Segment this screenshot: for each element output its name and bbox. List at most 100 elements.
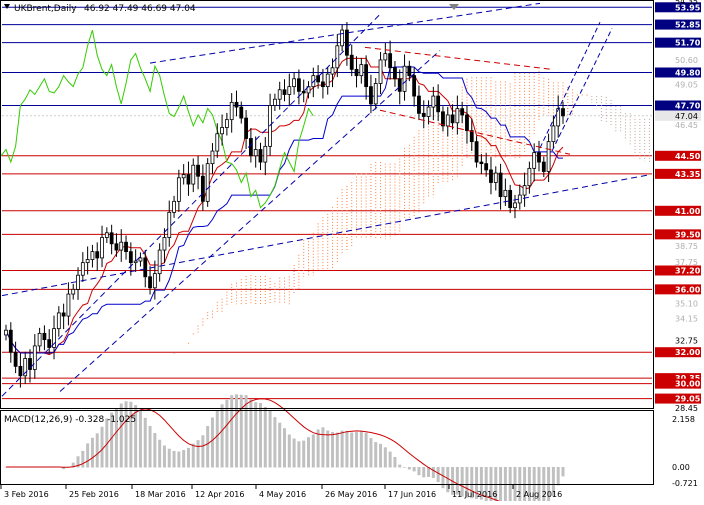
- scroll-marker-icon[interactable]: [449, 4, 459, 10]
- last-price-label: 47.04: [675, 112, 698, 121]
- key-level-tag: [655, 168, 701, 179]
- candle-body: [157, 249, 162, 275]
- candle-body: [388, 53, 393, 69]
- candle-body: [152, 273, 157, 289]
- macd-bar: [234, 394, 238, 468]
- candle-body: [104, 232, 109, 238]
- candle-body: [498, 172, 503, 198]
- macd-bar: [138, 410, 142, 468]
- macd-bar: [316, 429, 320, 468]
- candle-body: [316, 75, 321, 83]
- candle-body: [128, 251, 133, 264]
- macd-bar: [239, 394, 243, 468]
- candle-body: [66, 293, 71, 317]
- macd-bar: [307, 437, 311, 468]
- tenkan-line: [5, 57, 564, 356]
- candle-body: [263, 145, 268, 163]
- macd-bar: [470, 466, 474, 499]
- candle-body: [42, 332, 47, 341]
- symbol-dropdown-icon[interactable]: [4, 4, 10, 9]
- key-level-tag: [655, 100, 701, 111]
- macd-bar: [143, 417, 147, 468]
- candle-body: [18, 365, 23, 377]
- candle-body: [220, 127, 224, 135]
- macd-bar: [407, 466, 411, 470]
- macd-bar: [364, 432, 368, 468]
- faint-level-label: 50.60: [675, 56, 698, 65]
- candle-body: [114, 243, 119, 251]
- candle-body: [441, 111, 445, 127]
- date-label: 3 Feb 2016: [4, 490, 49, 499]
- candle-body: [383, 53, 388, 61]
- candle-body: [109, 232, 114, 245]
- rising-channel-lower: [59, 50, 441, 392]
- candle-body: [167, 211, 172, 238]
- macd-axis-label: 0.00: [672, 463, 690, 472]
- candle-body: [469, 130, 474, 143]
- macd-bar: [162, 445, 166, 468]
- macd-bar: [441, 466, 445, 489]
- macd-bar: [383, 447, 387, 468]
- candle-body: [522, 185, 527, 196]
- macd-bar: [403, 466, 407, 468]
- macd-bar: [523, 466, 527, 505]
- candle-body: [407, 65, 412, 77]
- macd-bar: [547, 466, 551, 504]
- recovery-channel-a: [539, 21, 601, 149]
- macd-bar: [302, 440, 306, 468]
- macd-bar: [359, 431, 363, 468]
- candle-body: [503, 189, 508, 198]
- macd-bar: [340, 430, 344, 468]
- macd-bar: [148, 425, 152, 468]
- candle-body: [445, 114, 450, 127]
- main-pane-frame: [0, 0, 654, 409]
- macd-bar: [129, 401, 133, 468]
- macd-bar: [556, 466, 560, 486]
- macd-bar: [287, 434, 291, 468]
- macd-pane: 2.158 0.00 -0.721: [4, 394, 698, 505]
- candle-body: [210, 150, 215, 165]
- candle-body: [474, 141, 479, 163]
- macd-bar: [508, 466, 512, 505]
- candle-body: [551, 125, 556, 143]
- key-level-label: 39.50: [675, 230, 701, 239]
- macd-bar: [393, 456, 397, 468]
- key-level-tag: [655, 150, 701, 161]
- faint-level-label: 38.75: [675, 242, 698, 251]
- macd-bar: [249, 399, 253, 468]
- macd-label: MACD(12,26,9) -0.328 -1.025: [4, 415, 136, 425]
- candle-body: [546, 141, 551, 172]
- key-level-tag: [655, 67, 701, 78]
- macd-bar: [422, 466, 426, 478]
- macd-bar: [436, 466, 440, 483]
- recovery-channel-b: [551, 28, 613, 152]
- candle-body: [234, 101, 239, 108]
- candle-body: [239, 106, 244, 119]
- date-label: 17 Jun 2016: [388, 490, 436, 499]
- macd-bar: [105, 418, 109, 468]
- macd-bar: [417, 466, 421, 476]
- candle-body: [47, 339, 52, 348]
- symbol-label: UKBrent,Daily: [14, 4, 77, 14]
- macd-bar: [81, 450, 85, 468]
- candle-body: [200, 175, 205, 202]
- ohlc-readout: 46.92 47.49 46.69 47.04: [84, 4, 196, 14]
- date-label: 11 Jul 2016: [452, 490, 497, 499]
- macd-bar: [537, 466, 541, 505]
- candle-body: [297, 78, 301, 92]
- candle-body: [378, 59, 383, 84]
- key-level-label: 30.00: [675, 380, 701, 389]
- candle-body: [292, 78, 297, 88]
- candle-body: [32, 345, 37, 370]
- candle-body: [148, 276, 152, 289]
- macd-bar: [489, 466, 493, 505]
- key-level-label: 44.50: [675, 152, 701, 161]
- key-level-label: 32.00: [675, 348, 701, 357]
- macd-bar: [244, 395, 248, 468]
- candle-body: [95, 251, 100, 259]
- macd-bar: [388, 451, 392, 468]
- macd-bar: [215, 410, 219, 468]
- chikou-line: [0, 29, 314, 209]
